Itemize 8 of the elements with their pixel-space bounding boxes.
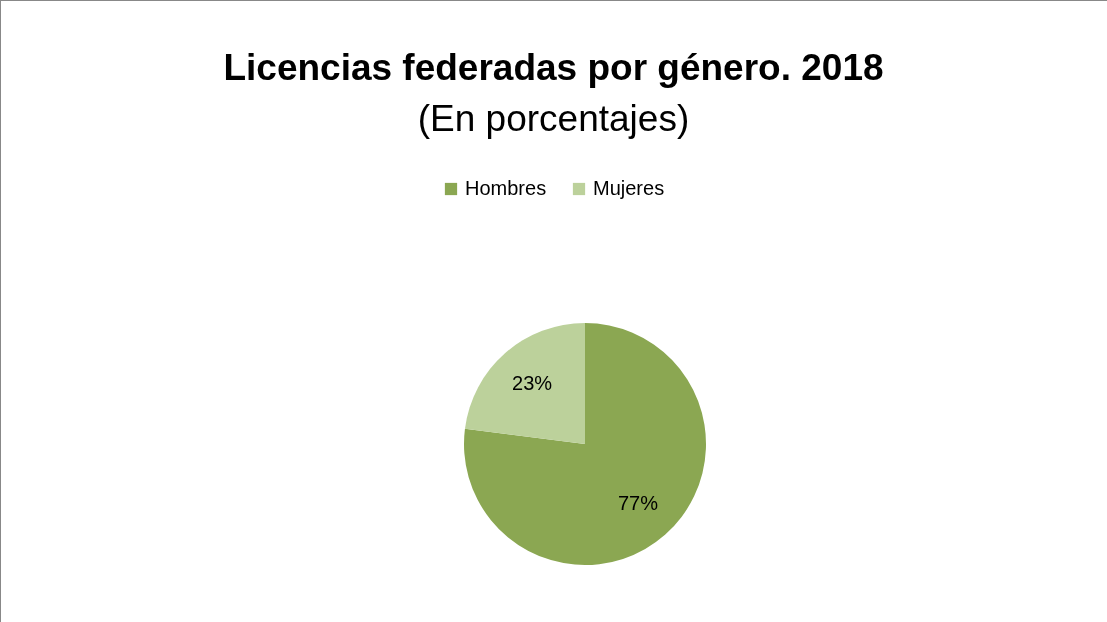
pie-slice <box>464 323 585 444</box>
chart-title: Licencias federadas por género. 2018 <box>223 47 884 88</box>
legend-label: Mujeres <box>593 177 665 199</box>
chart-subtitle: (En porcentajes) <box>417 98 690 139</box>
pie-slice <box>464 323 706 565</box>
data-label: 77% <box>617 492 659 515</box>
data-label: 23% <box>512 371 553 394</box>
legend-label: Hombres <box>465 177 547 199</box>
